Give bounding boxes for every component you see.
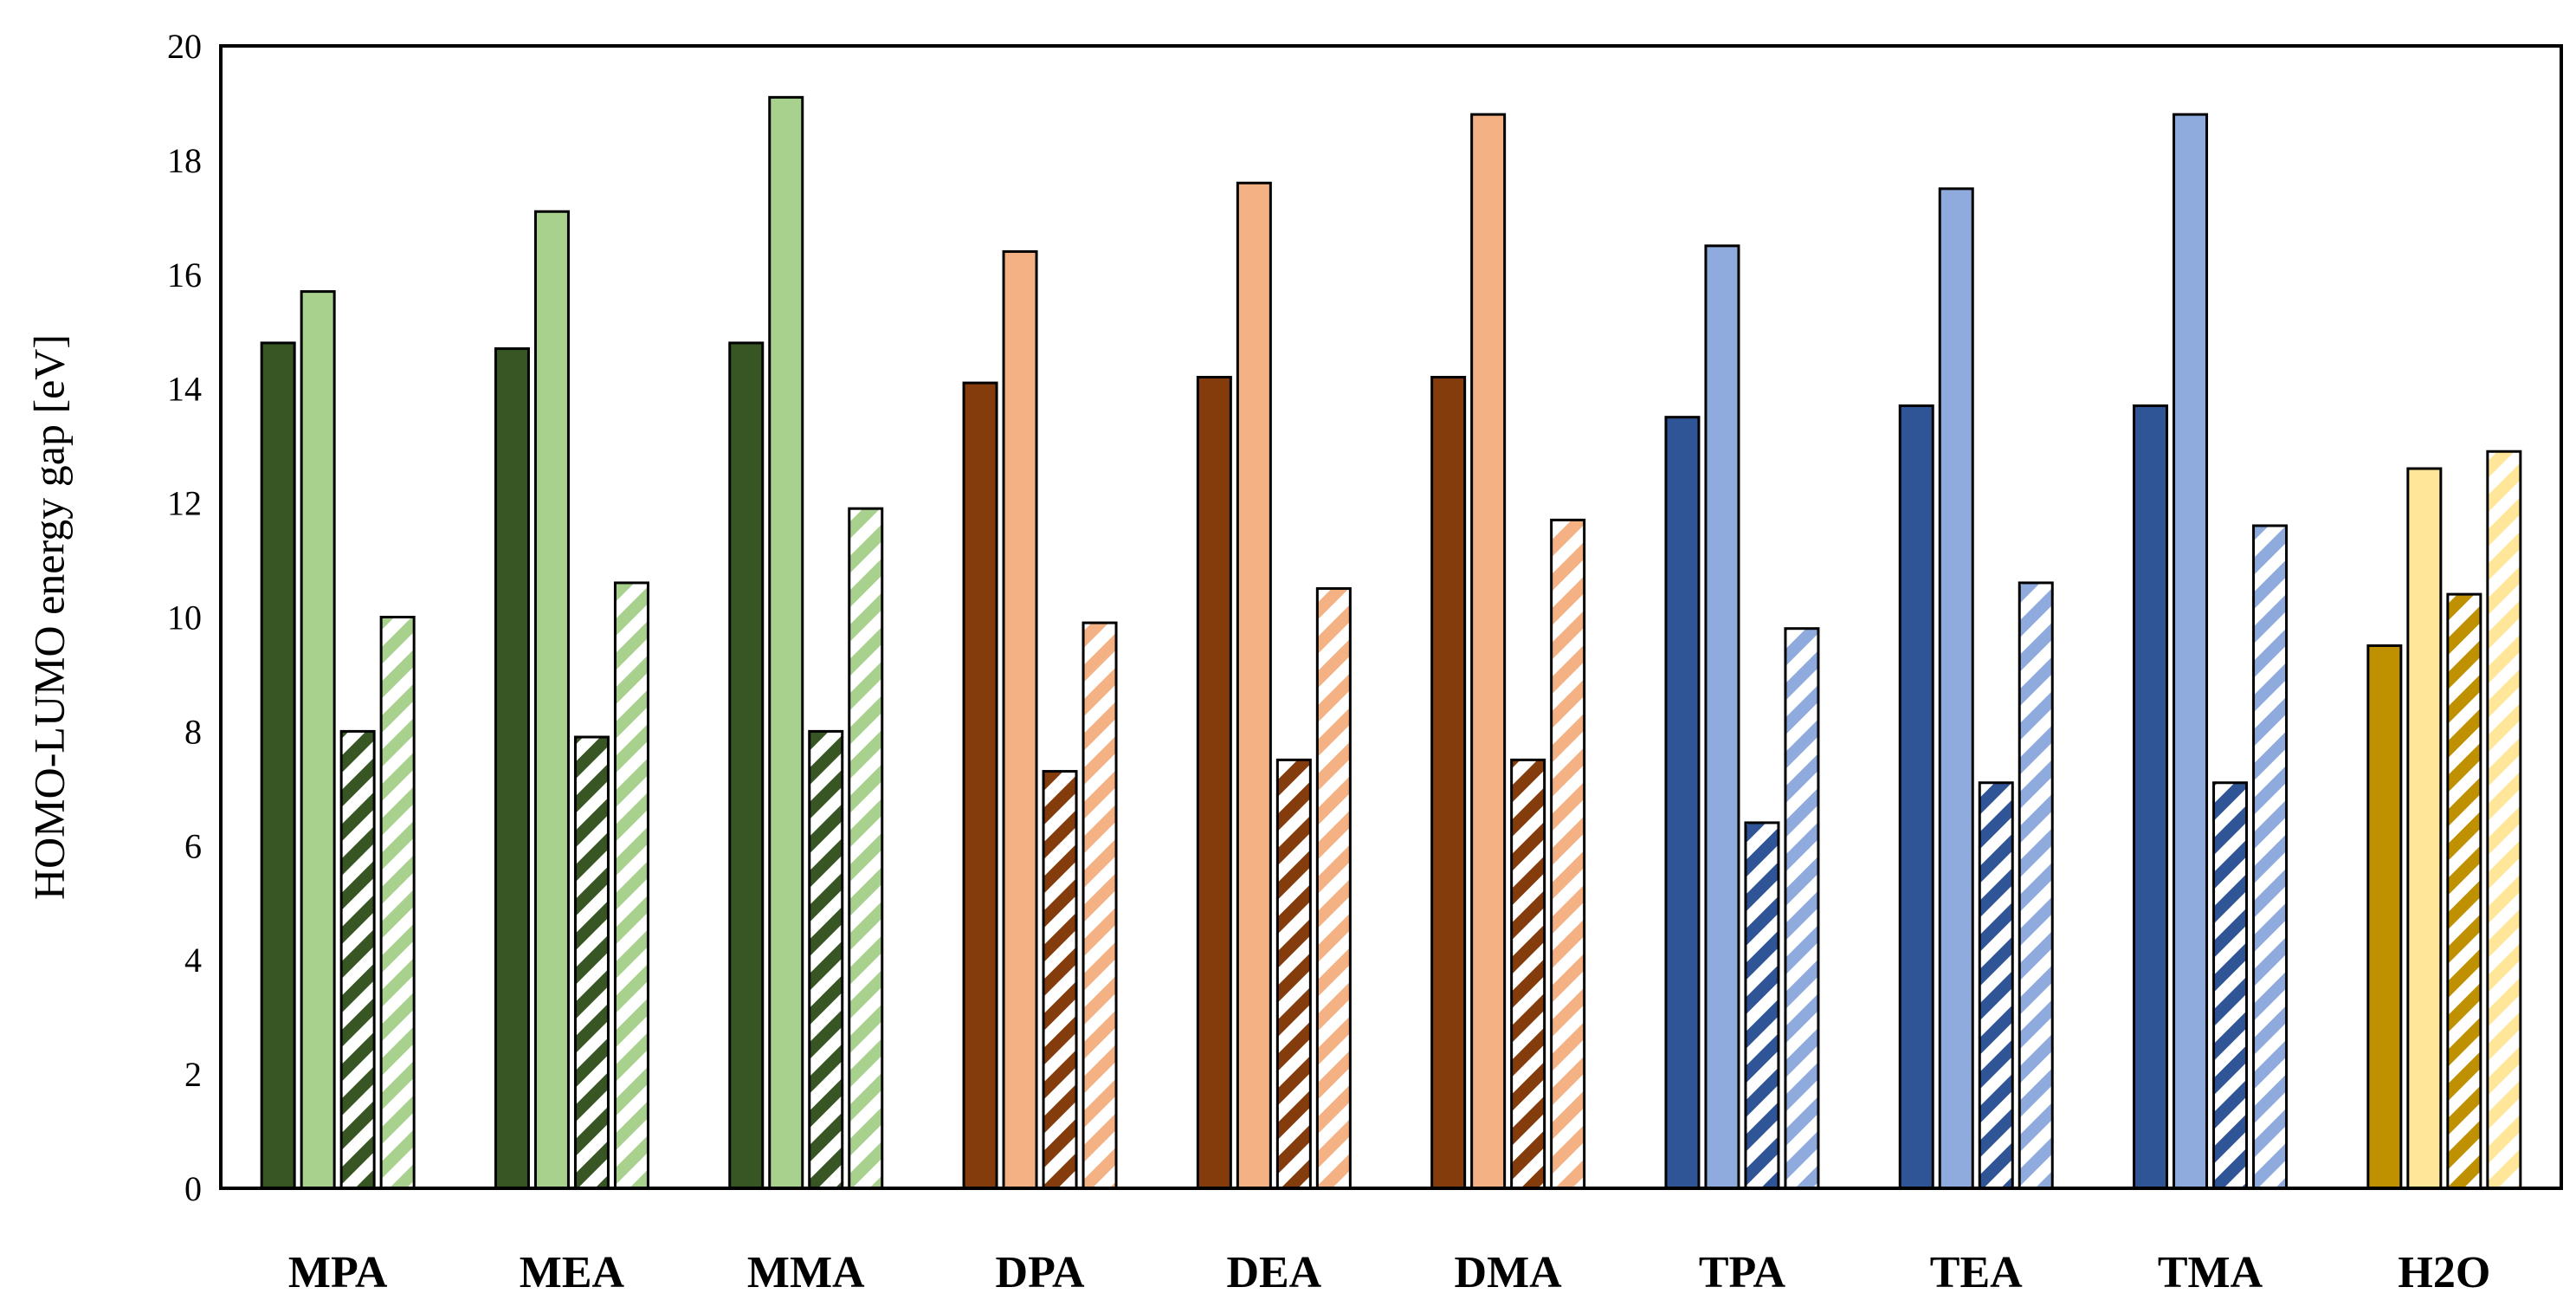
bar-tea-s4 — [2018, 581, 2054, 1190]
bar-mea-s2 — [533, 210, 570, 1190]
bar-mea-s3 — [573, 735, 610, 1190]
x-category-label: DMA — [1455, 1248, 1563, 1297]
bar-tea-s2 — [1938, 187, 1974, 1190]
bar-h2o-s3 — [2446, 592, 2482, 1190]
y-tick-label: 8 — [184, 712, 202, 751]
bar-tpa-s3 — [1744, 821, 1780, 1190]
y-tick-label: 18 — [167, 141, 202, 180]
x-category-label: MEA — [520, 1248, 625, 1297]
y-tick-label: 0 — [184, 1169, 202, 1208]
x-category-label: MPA — [288, 1248, 388, 1297]
x-category-label: TEA — [1930, 1248, 2023, 1297]
bar-mma-s2 — [768, 95, 804, 1190]
bar-tma-s1 — [2133, 404, 2169, 1190]
y-axis-title: HOMO-LUMO energy gap [eV] — [24, 334, 73, 900]
y-tick-label: 12 — [167, 484, 202, 523]
bar-h2o-s2 — [2406, 467, 2443, 1190]
y-tick-label: 20 — [167, 27, 202, 66]
y-axis-ticks: 0 2 4 6 8 10 12 14 16 18 20 — [167, 27, 202, 1208]
bar-mma-s4 — [848, 507, 884, 1190]
x-category-label: DPA — [996, 1248, 1085, 1297]
bar-dea-s4 — [1315, 587, 1352, 1190]
plot-area-frame — [219, 44, 2563, 1190]
bar-tea-s1 — [1898, 404, 1934, 1190]
bar-h2o-s4 — [2486, 450, 2522, 1190]
x-category-label: MMA — [747, 1248, 865, 1297]
x-category-label: TMA — [2158, 1248, 2263, 1297]
x-category-label: DEA — [1226, 1248, 1321, 1297]
bar-dea-s3 — [1275, 758, 1312, 1190]
bar-mma-s1 — [728, 341, 765, 1190]
bar-dpa-s2 — [1002, 249, 1038, 1190]
bar-tpa-s1 — [1664, 416, 1701, 1190]
bar-mpa-s1 — [260, 341, 296, 1190]
bar-dea-s1 — [1196, 376, 1232, 1190]
y-tick-label: 16 — [167, 255, 202, 294]
bar-dpa-s1 — [962, 381, 998, 1190]
bar-tpa-s4 — [1784, 627, 1820, 1190]
bar-tma-s4 — [2252, 524, 2289, 1190]
bar-mpa-s4 — [379, 616, 416, 1190]
bars-layer — [260, 95, 2522, 1190]
y-tick-label: 14 — [167, 370, 202, 409]
bar-dea-s2 — [1236, 181, 1272, 1190]
bar-mea-s1 — [494, 347, 530, 1190]
bar-tma-s2 — [2172, 113, 2209, 1190]
bar-dma-s2 — [1470, 113, 1507, 1190]
x-category-label: TPA — [1699, 1248, 1786, 1297]
bar-dpa-s4 — [1081, 621, 1118, 1190]
y-tick-label: 10 — [167, 598, 202, 637]
bar-dpa-s3 — [1042, 770, 1078, 1190]
bar-mma-s3 — [808, 729, 844, 1190]
y-tick-label: 6 — [184, 826, 202, 865]
bar-dma-s3 — [1510, 758, 1546, 1190]
x-axis-categories: MPA MEA MMA DPA DEA DMA TPA TEA TMA H2O — [288, 1248, 2490, 1297]
x-category-label: H2O — [2398, 1248, 2490, 1297]
bar-tpa-s2 — [1704, 244, 1740, 1190]
bar-tea-s3 — [1978, 781, 2014, 1190]
y-tick-label: 2 — [184, 1055, 202, 1094]
bar-tma-s3 — [2212, 781, 2249, 1190]
y-tick-label: 4 — [184, 941, 202, 980]
bar-dma-s1 — [1430, 376, 1467, 1190]
bar-mpa-s3 — [339, 729, 376, 1190]
bar-dma-s4 — [1550, 518, 1586, 1190]
bar-mea-s4 — [613, 581, 649, 1190]
bar-h2o-s1 — [2366, 644, 2403, 1190]
bar-mpa-s2 — [300, 290, 336, 1190]
